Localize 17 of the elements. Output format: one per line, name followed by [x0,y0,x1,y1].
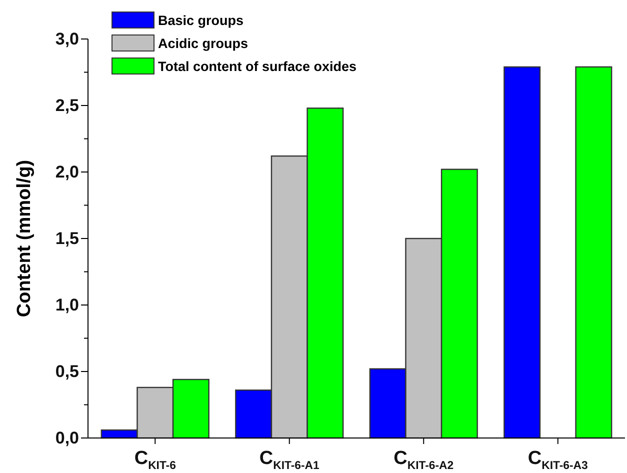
y-tick-label: 3,0 [55,29,79,48]
y-tick-label: 1,0 [55,295,79,314]
bar [504,66,541,439]
legend-label: Total content of surface oxides [158,59,357,74]
y-tick-label: 1,5 [55,228,79,248]
y-tick-label: 0,5 [55,362,79,381]
legend-label: Basic groups [158,13,244,28]
y-tick-label: 2,5 [55,96,79,115]
bar [575,66,612,439]
legend-label: Acidic groups [158,36,248,51]
x-tick-label: C$_{KIT-6-A1}$ [259,448,320,472]
y-tick-label: 2,0 [55,162,79,182]
x-tick-label: C$_{KIT-6-A3}$ [528,448,588,472]
x-tick-label: C$_{KIT-6}$ [134,448,176,472]
y-axis-title: Content (mmol/g) [14,160,35,318]
y-tick-label: 0,0 [55,428,79,448]
x-tick-label: C$_{KIT-6-A2}$ [394,448,454,472]
